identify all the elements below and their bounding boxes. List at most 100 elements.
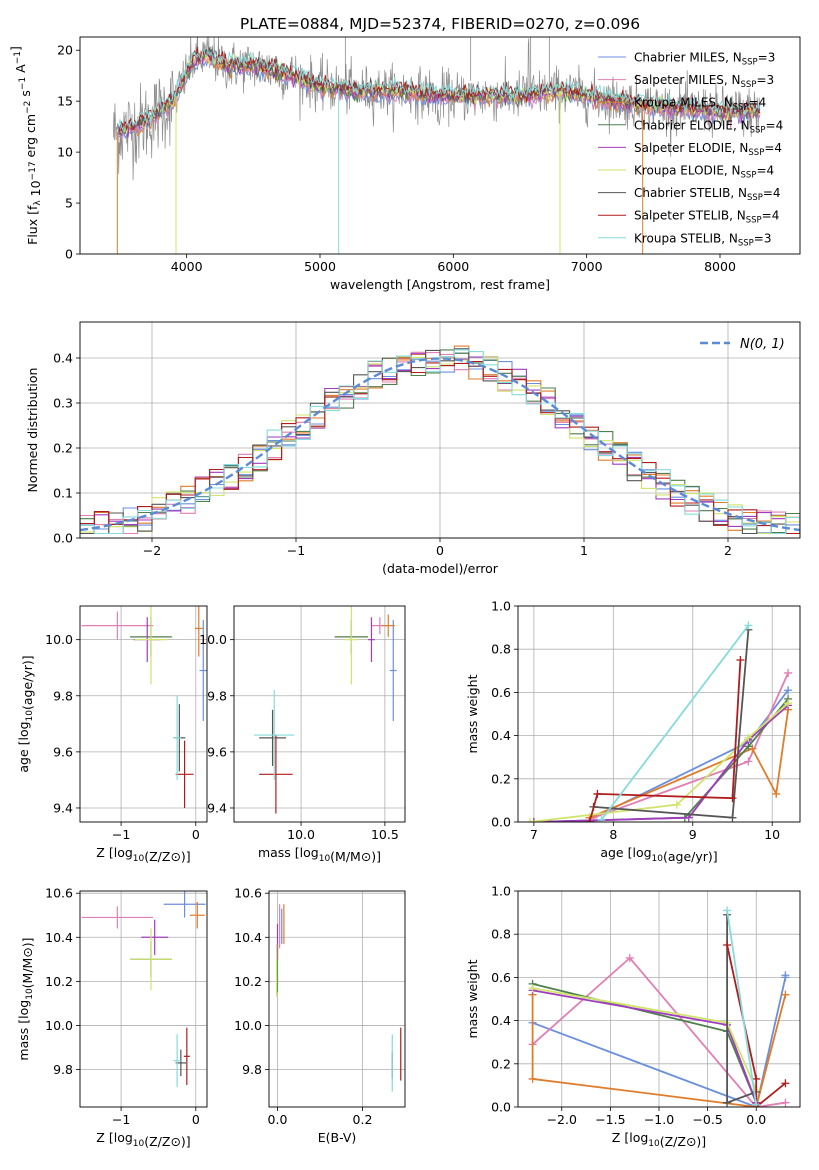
y-tick-label: 0.2 [491, 771, 511, 786]
weight-marker [723, 906, 732, 915]
axes-frame [79, 890, 208, 1108]
weight-marker [723, 1098, 732, 1107]
x-tick-label: −1 [287, 543, 305, 558]
weight-series-chabrier_stelib [589, 625, 753, 822]
y-tick-label: 0.4 [491, 728, 511, 743]
x-tick-label: −2.0 [547, 1112, 577, 1127]
legend-entry: Chabrier ELODIE, NSSP=4 [634, 118, 783, 135]
plot-area [525, 621, 793, 822]
legend-entry: Kroupa MILES, NSSP=4 [634, 96, 766, 113]
y-tick-label: 9.8 [242, 1062, 262, 1077]
histogram-legend: N(0, 1) [700, 337, 785, 352]
weight-marker [772, 789, 781, 798]
weight-series-kroupa_stelib [723, 906, 761, 1107]
errorbar-point-chabrier_miles [163, 891, 206, 918]
axes-frame [268, 890, 406, 1108]
x-axis-label: E(B-V) [318, 1130, 357, 1145]
errorbar-point-chabrier_miles [199, 620, 207, 722]
weight-marker [728, 813, 737, 822]
errorbar-point-kroupa_stelib [173, 1034, 181, 1088]
model-salpeter_miles [118, 52, 761, 139]
weight-marker [781, 1079, 790, 1088]
weight-marker [593, 789, 602, 798]
figure-title: PLATE=0884, MJD=52374, FIBERID=0270, z=0… [240, 15, 640, 33]
x-tick-label: −1 [112, 827, 130, 842]
errorbar-point-kroupa_miles [189, 902, 205, 929]
panel-spectrum: 4000 5000 6000 7000 8000 0 5 10 15 20 wavelength [… [8, 36, 801, 292]
x-tick-label: 0 [436, 543, 444, 558]
x-axis-label: wavelength [Angstrom, rest frame] [330, 277, 550, 292]
y-axis-label: Flux [fλ 10−17 erg cm−2 s−1 A−1] [8, 46, 43, 245]
y-tick-label: 0 [65, 247, 73, 262]
weight-marker [781, 1098, 790, 1107]
x-tick-label: 1 [580, 543, 588, 558]
legend-entry: N(0, 1) [740, 337, 785, 352]
x-tick-label: 7000 [571, 259, 603, 274]
weight-marker [529, 818, 538, 822]
y-tick-label: 9.8 [207, 688, 227, 703]
weight-series-salpeter_elodie [528, 986, 761, 1107]
weight-marker [728, 794, 737, 803]
y-axis-label: Normed distribution [25, 368, 40, 493]
y-tick-label: 0.4 [53, 351, 73, 366]
legend-entry: Chabrier STELIB, NSSP=4 [634, 186, 781, 203]
x-tick-label: 0 [192, 1112, 200, 1127]
x-axis-label: Z [log10(Z/Z⊙)] [612, 1130, 706, 1149]
y-tick-label: 1.0 [491, 599, 511, 614]
x-tick-label: −2 [143, 543, 161, 558]
y-tick-label: 10 [57, 145, 73, 160]
weight-series-kroupa_stelib [597, 621, 753, 822]
panel-age-vs-metallicity: −1 0 9.4 9.6 9.8 10.0 Z [log10(Z/Z⊙)] age [log1… [16, 605, 208, 864]
weight-marker [781, 990, 790, 999]
x-tick-label: 9 [689, 827, 697, 842]
axes-frame [79, 321, 801, 539]
weight-marker [597, 815, 606, 822]
axes-frame [517, 605, 801, 823]
x-tick-label: 4000 [171, 259, 203, 274]
weight-marker [723, 941, 732, 949]
weight-marker [784, 699, 793, 708]
weight-series-kroupa_elodie [528, 984, 761, 1094]
y-tick-label: 10.0 [234, 1018, 262, 1033]
x-tick-label: 0.0 [746, 1112, 766, 1127]
x-tick-label: 5000 [304, 259, 336, 274]
y-tick-label: 0.6 [491, 685, 511, 700]
weight-marker [525, 818, 534, 822]
x-tick-label: −0.5 [692, 1112, 722, 1127]
y-tick-label: 0.2 [491, 1056, 511, 1071]
x-tick-label: 10.5 [371, 827, 399, 842]
y-tick-label: 10.6 [45, 886, 73, 901]
y-axis-label: mass weight [465, 959, 480, 1038]
errorbar-point-kroupa_elodie [134, 606, 168, 685]
errorbar-point-salpeter_miles [81, 611, 154, 640]
y-tick-label: 20 [57, 43, 73, 58]
y-tick-label: 9.6 [207, 744, 227, 759]
plot-area [81, 891, 206, 1088]
weight-marker [585, 818, 594, 822]
x-tick-label: 10.0 [287, 827, 315, 842]
y-tick-label: 9.8 [53, 1062, 73, 1077]
x-tick-label: −1.5 [595, 1112, 625, 1127]
y-tick-label: 15 [57, 94, 73, 109]
y-tick-label: 9.8 [53, 688, 73, 703]
weight-marker [781, 971, 790, 980]
legend-entry: Salpeter ELODIE, NSSP=4 [634, 141, 782, 158]
errorbar-point-salpeter_elodie [141, 919, 169, 955]
weight-series-chabrier_elodie [528, 979, 761, 1107]
y-tick-label: 10.0 [199, 632, 227, 647]
weight-marker [784, 686, 793, 695]
plot-area [112, 37, 761, 254]
x-tick-label: 0.2 [353, 1112, 373, 1127]
residual-hist-salpeter_stelib [80, 357, 800, 535]
weight-marker [672, 800, 681, 809]
weight-marker [528, 984, 537, 993]
weight-marker [784, 668, 793, 677]
x-axis-label: mass [log10(M/M⊙)] [258, 845, 381, 864]
weight-series-salpeter_stelib [585, 656, 745, 822]
x-tick-label: 2 [724, 543, 732, 558]
y-tick-label: 10.4 [234, 930, 262, 945]
y-tick-label: 10.2 [234, 974, 262, 989]
y-tick-label: 0.8 [491, 927, 511, 942]
y-tick-label: 10.2 [45, 974, 73, 989]
errorbar-point-salpeter_stelib [183, 1027, 190, 1085]
